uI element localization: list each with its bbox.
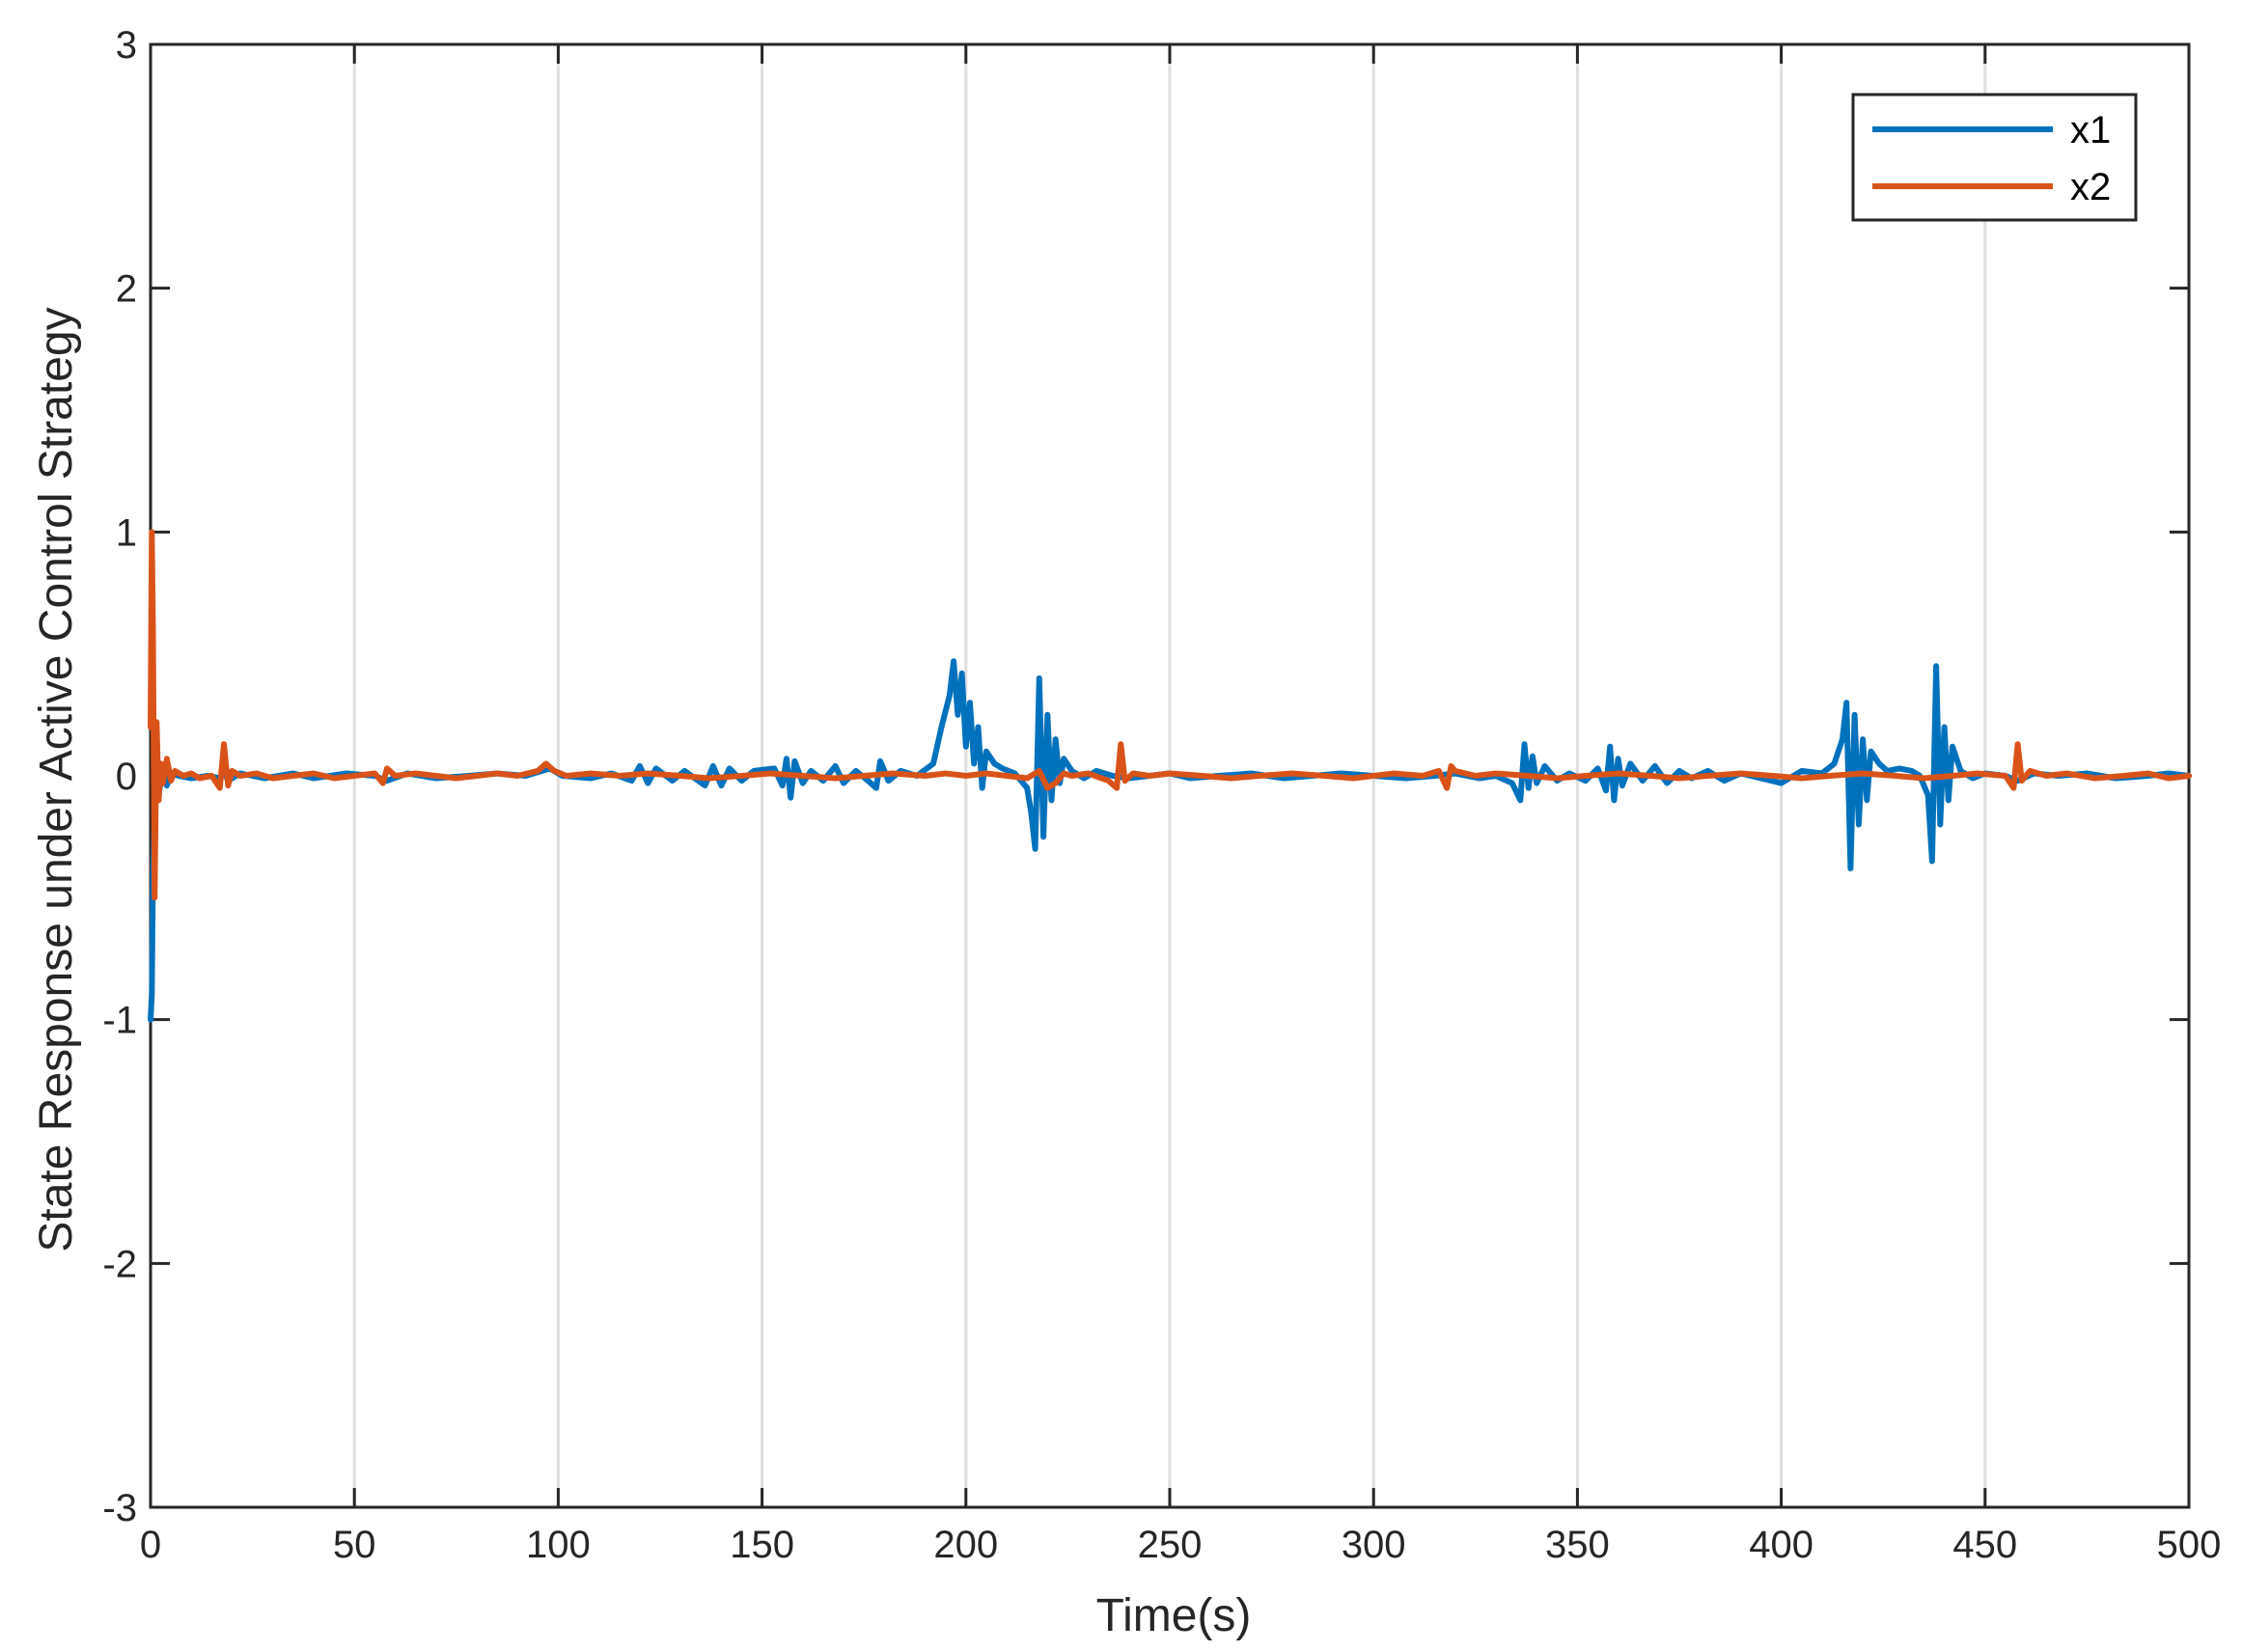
y-tick-label: 2 — [116, 268, 137, 311]
x-tick-label: 50 — [333, 1524, 376, 1566]
x-tick-label: 250 — [1138, 1524, 1203, 1566]
y-tick-label: -2 — [102, 1243, 137, 1285]
y-tick-label: 1 — [116, 511, 137, 554]
x-axis-label: Time(s) — [1096, 1590, 1252, 1641]
x-tick-label: 400 — [1749, 1524, 1813, 1566]
y-tick-label: -3 — [102, 1487, 137, 1529]
y-tick-labels: -3 -2 -1 0 1 2 3 — [102, 24, 137, 1529]
x-tick-label: 0 — [140, 1524, 161, 1566]
x-tick-label: 500 — [2157, 1524, 2222, 1566]
legend-box — [1851, 93, 2138, 222]
x-tick-label: 150 — [730, 1524, 794, 1566]
x-tick-label: 450 — [1952, 1524, 2017, 1566]
series-line-x2 — [148, 529, 2192, 901]
y-tick-label: 3 — [116, 24, 137, 67]
legend: x1 x2 — [1851, 93, 2138, 222]
data-series — [148, 529, 2192, 1023]
legend-label-x2: x2 — [2070, 166, 2111, 208]
y-axis-label: State Response under Active Control Stra… — [31, 307, 82, 1252]
x-tick-labels: 0 50 100 150 200 250 300 350 400 450 500 — [140, 1524, 2222, 1566]
y-tick-label: -1 — [102, 1000, 137, 1042]
legend-label-x1: x1 — [2070, 109, 2111, 151]
x-tick-label: 100 — [526, 1524, 591, 1566]
x-tick-label: 200 — [933, 1524, 998, 1566]
x-tick-label: 300 — [1342, 1524, 1406, 1566]
x-tick-label: 350 — [1545, 1524, 1610, 1566]
y-tick-label: 0 — [116, 756, 137, 798]
